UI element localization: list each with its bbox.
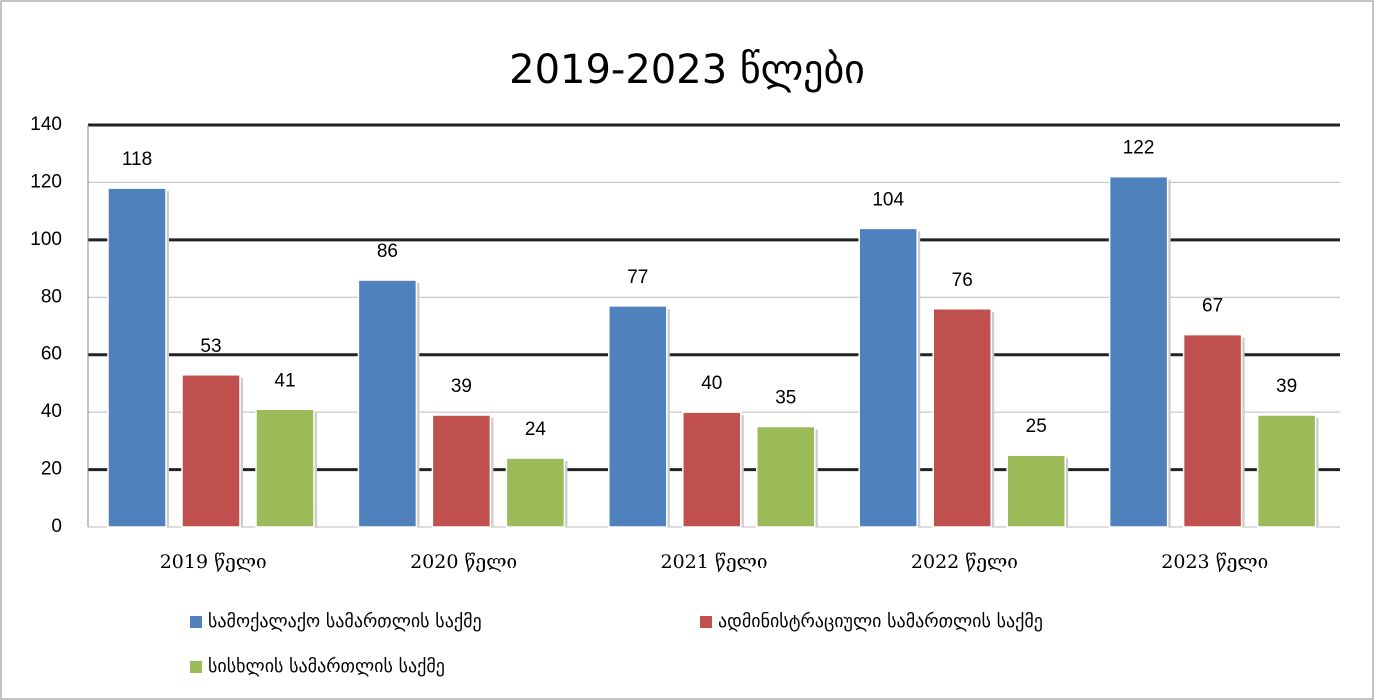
bar bbox=[1256, 414, 1317, 528]
data-label: 25 bbox=[1026, 416, 1047, 437]
bar bbox=[608, 305, 668, 528]
legend-label: ადმინისტრაციული სამართლის საქმე bbox=[718, 611, 1043, 632]
bar bbox=[1182, 333, 1243, 528]
data-label: 40 bbox=[701, 373, 722, 394]
y-tick-label: 100 bbox=[30, 229, 62, 250]
legend-swatch bbox=[700, 616, 712, 628]
bar bbox=[181, 374, 241, 528]
x-tick-label: 2020 წელი bbox=[410, 551, 517, 573]
legend-swatch bbox=[190, 661, 202, 673]
data-label: 67 bbox=[1202, 296, 1223, 317]
bar bbox=[1006, 454, 1066, 528]
data-label: 24 bbox=[525, 419, 547, 440]
y-tick-label: 0 bbox=[51, 516, 62, 537]
x-tick-label: 2023 წელი bbox=[1161, 551, 1268, 573]
data-label: 35 bbox=[775, 388, 796, 409]
bar bbox=[932, 308, 992, 528]
bar bbox=[431, 414, 492, 528]
y-tick-label: 80 bbox=[41, 286, 62, 307]
legend-label: სისხლის სამართლის საქმე bbox=[208, 656, 445, 677]
bar bbox=[858, 227, 918, 528]
chart-title: 2019-2023 წლები bbox=[509, 47, 865, 93]
data-label: 122 bbox=[1123, 138, 1155, 159]
y-tick-label: 140 bbox=[30, 114, 62, 135]
data-label: 41 bbox=[274, 370, 295, 391]
bar bbox=[505, 457, 566, 528]
y-tick-label: 60 bbox=[41, 344, 62, 365]
bar bbox=[255, 408, 315, 528]
bar bbox=[682, 411, 742, 528]
y-tick-label: 40 bbox=[41, 401, 62, 422]
data-label: 39 bbox=[451, 376, 472, 397]
data-label: 77 bbox=[627, 267, 648, 288]
y-tick-label: 20 bbox=[41, 459, 62, 480]
x-tick-label: 2019 წელი bbox=[160, 551, 267, 573]
bar bbox=[107, 187, 167, 528]
data-label: 86 bbox=[377, 241, 398, 262]
x-tick-label: 2021 წელი bbox=[661, 551, 768, 573]
data-label: 39 bbox=[1276, 376, 1297, 397]
bar bbox=[756, 425, 816, 528]
bar bbox=[1108, 175, 1169, 528]
bar bbox=[357, 279, 418, 528]
data-label: 76 bbox=[952, 270, 973, 291]
data-label: 104 bbox=[872, 189, 904, 210]
data-label: 118 bbox=[122, 149, 152, 170]
legend-swatch bbox=[190, 616, 202, 628]
data-label: 53 bbox=[200, 336, 221, 357]
y-tick-label: 120 bbox=[30, 171, 62, 192]
x-tick-label: 2022 წელი bbox=[911, 551, 1018, 573]
legend-label: სამოქალაქო სამართლის საქმე bbox=[208, 611, 482, 632]
